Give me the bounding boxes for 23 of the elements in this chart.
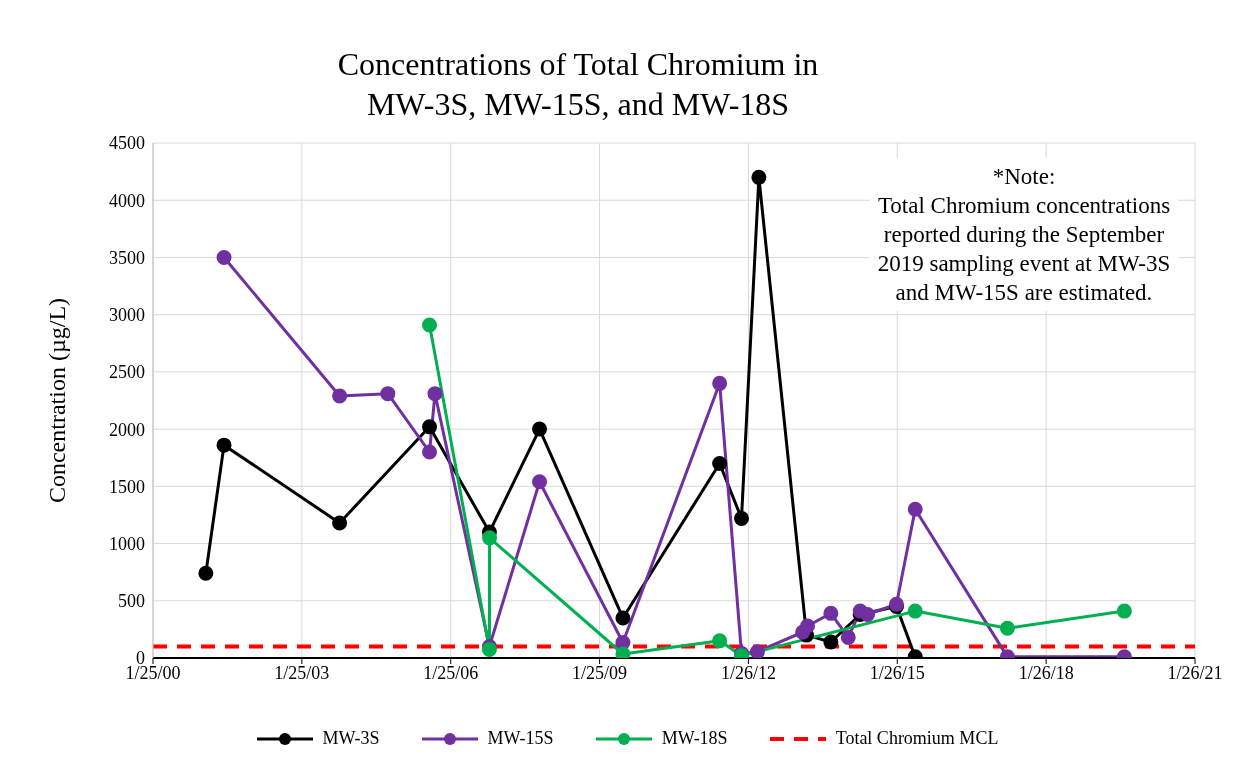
y-tick-label: 2000 bbox=[109, 419, 145, 440]
y-tick-label: 4500 bbox=[109, 133, 145, 154]
y-tick-label: 4000 bbox=[109, 190, 145, 211]
y-tick-label: 1500 bbox=[109, 476, 145, 497]
y-tick-label: 500 bbox=[118, 591, 145, 612]
legend-label: MW-3S bbox=[322, 728, 380, 749]
chart-title: Concentrations of Total Chromium in MW-3S, MW-15S, and MW-18S bbox=[336, 45, 820, 124]
y-axis-title: Concentration (µg/L) bbox=[43, 297, 70, 504]
legend-label: MW-15S bbox=[487, 728, 554, 749]
y-tick-label: 3500 bbox=[109, 247, 145, 268]
x-tick-label: 1/26/12 bbox=[720, 662, 776, 683]
legend-label: Total Chromium MCL bbox=[835, 728, 999, 749]
annotation: *Note: Total Chromium concentrations reported during the September 2019 sampling event at MW-3S and MW-15S are estimated. bbox=[876, 163, 1172, 307]
legend-label: MW-18S bbox=[661, 728, 728, 749]
y-tick-label: 2500 bbox=[109, 362, 145, 383]
x-tick-label: 1/25/03 bbox=[274, 662, 330, 683]
x-tick-label: 1/26/18 bbox=[1018, 662, 1074, 683]
x-tick-label: 1/26/15 bbox=[869, 662, 925, 683]
x-tick-label: 1/25/06 bbox=[423, 662, 479, 683]
x-tick-label: 1/25/09 bbox=[572, 662, 628, 683]
y-tick-label: 1000 bbox=[109, 533, 145, 554]
x-tick-label: 1/26/21 bbox=[1167, 662, 1223, 683]
y-tick-label: 3000 bbox=[109, 305, 145, 326]
